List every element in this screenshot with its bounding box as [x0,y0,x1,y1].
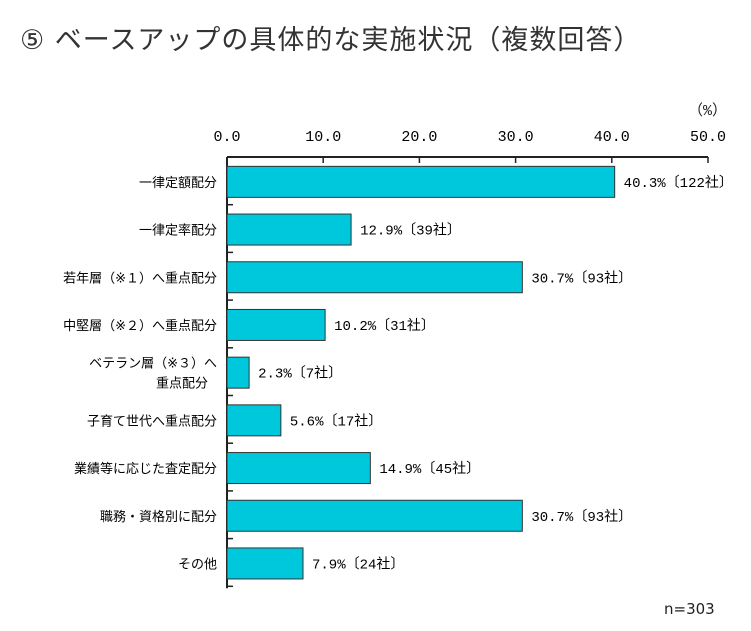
category-label: 一律定率配分 [139,223,217,239]
category-label: 職務・資格別に配分 [100,509,217,525]
bar [226,261,523,294]
x-tick-label: 10.0 [305,129,341,146]
bar [226,213,352,246]
data-label: 30.7%〔93社〕 [531,270,632,287]
bar [226,499,523,532]
data-label: 10.2%〔31社〕 [334,318,435,335]
category-label: 子育て世代へ重点配分 [87,413,217,429]
category-label: 業績等に応じた査定配分 [74,461,217,477]
category-label: その他 [178,557,217,572]
sample-size-note: n=303 [664,600,715,618]
bar [226,547,304,580]
bar [226,404,282,437]
data-label: 14.9%〔45社〕 [379,461,480,478]
data-label: 30.7%〔93社〕 [531,509,632,526]
category-label: 一律定額配分 [139,176,217,191]
data-label: 2.3%〔7社〕 [258,366,342,383]
bar [226,452,371,485]
bar [226,356,250,389]
x-tick-label: 20.0 [401,129,437,146]
x-tick-label: 40.0 [594,129,630,146]
x-tick-label: 0.0 [213,129,240,146]
data-label: 7.9%〔24社〕 [312,556,404,573]
data-label: 40.3%〔122社〕 [624,175,733,192]
x-tick-label: 30.0 [498,129,534,146]
category-label: ベテラン層（※３）へ [89,357,217,372]
bar [226,308,326,341]
category-label: 中堅層（※２）へ重点配分 [63,318,217,334]
x-tick-label: 50.0 [690,129,726,146]
data-label: 5.6%〔17社〕 [290,413,382,430]
category-label: 若年層（※１）へ重点配分 [63,270,217,286]
category-label: 重点配分 [156,376,208,392]
bar [226,165,616,198]
data-label: 12.9%〔39社〕 [360,223,461,240]
unit-label: （%） [688,103,728,120]
chart-title: ⑤ ベースアップの具体的な実施状況（複数回答） [20,25,642,56]
